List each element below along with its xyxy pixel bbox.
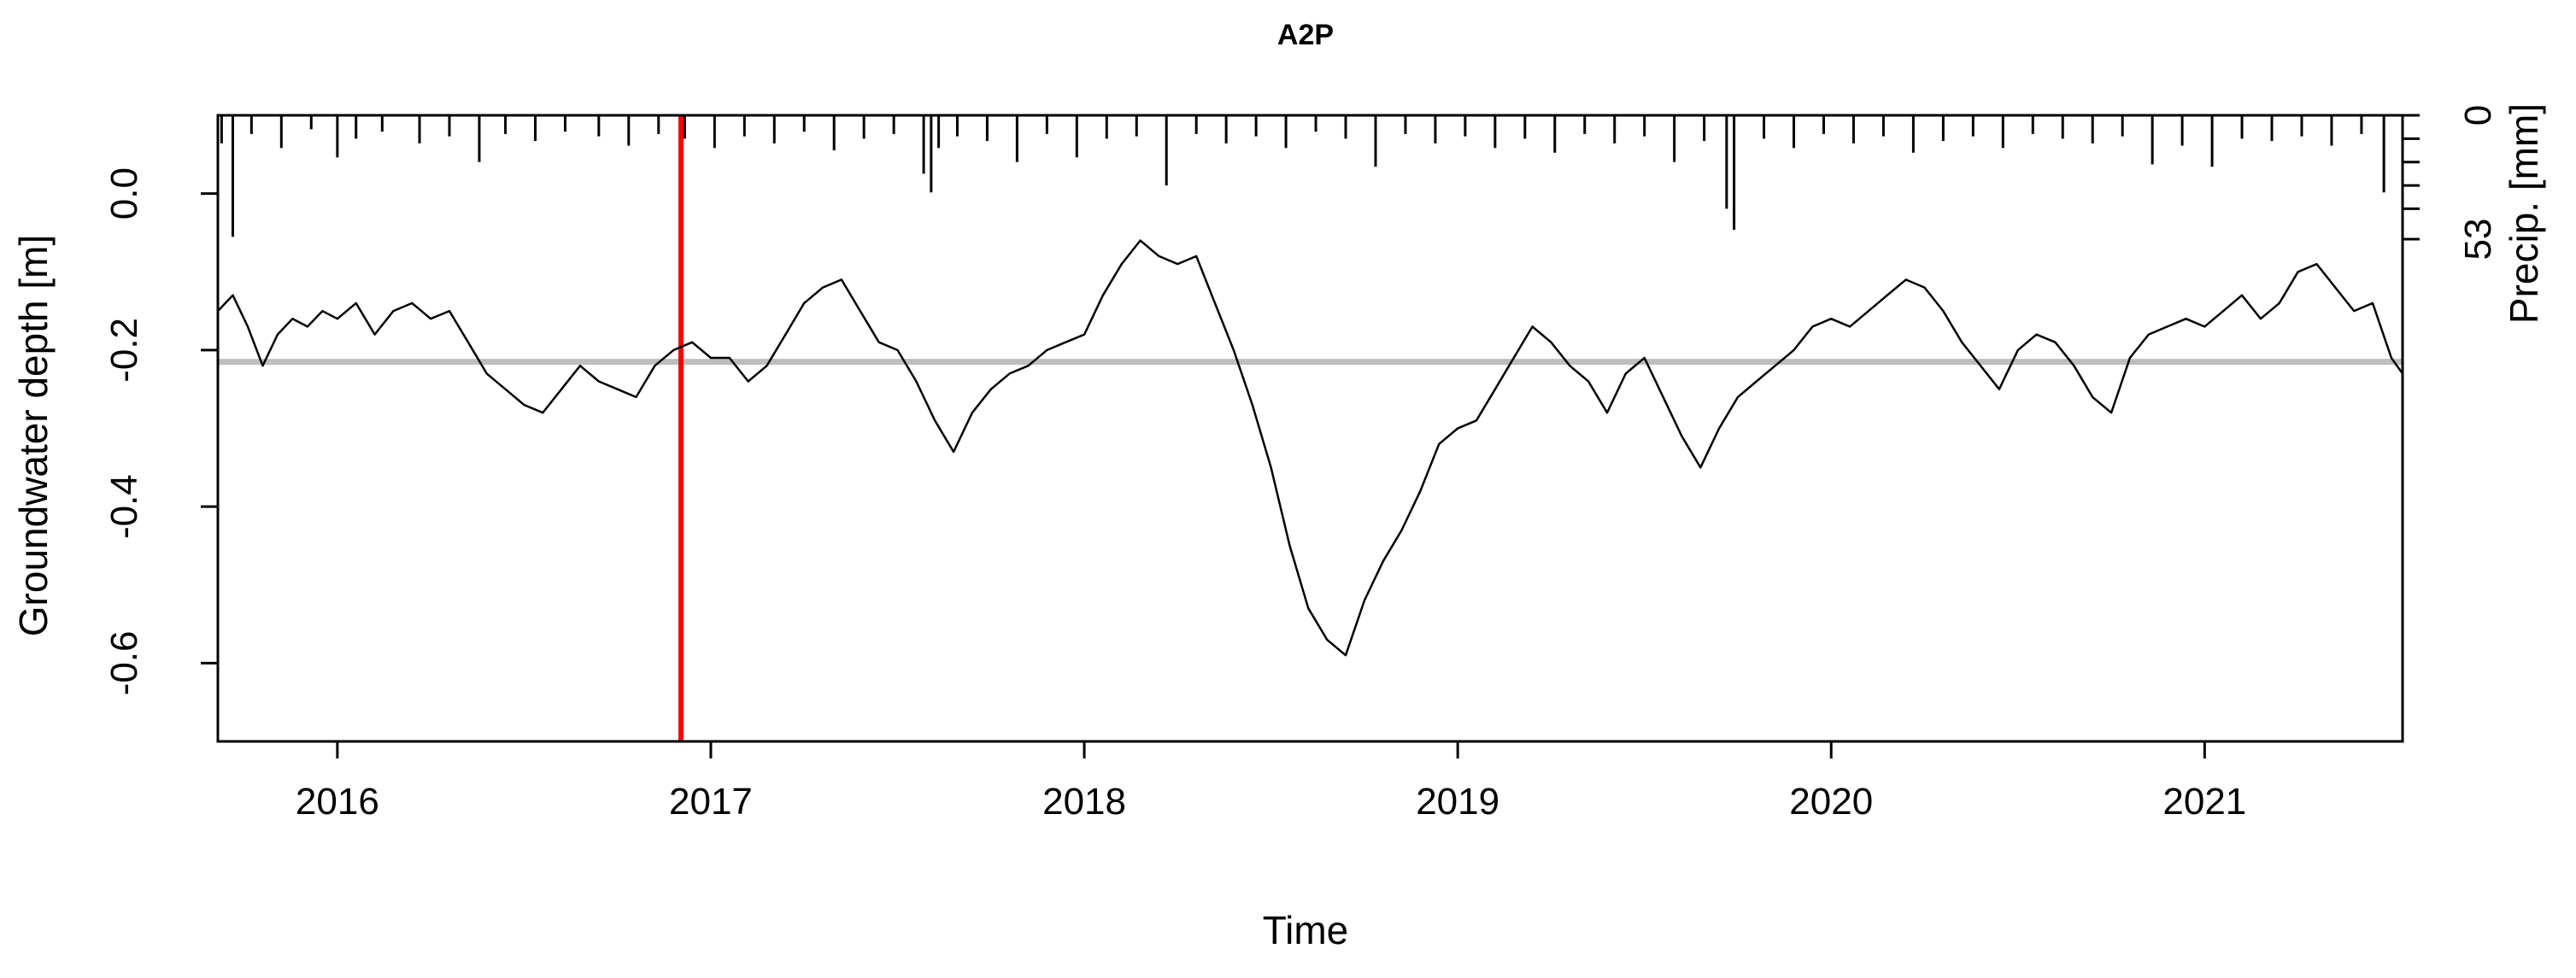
y-tick-label: -0.6 xyxy=(103,630,145,695)
y2-tick-label: 53 xyxy=(2457,219,2499,261)
x-axis-label: Time xyxy=(1263,908,1349,952)
x-tick-label: 2016 xyxy=(296,781,379,823)
x-tick-label: 2020 xyxy=(1789,781,1873,823)
y-tick-label: 0.0 xyxy=(103,167,145,220)
x-tick-label: 2017 xyxy=(669,781,753,823)
y2-axis-label: Precip. [mm] xyxy=(2502,103,2546,324)
y2-tick-label: 0 xyxy=(2457,105,2499,126)
chart-title: A2P xyxy=(1277,19,1334,51)
y-axis-left: 0.0 -0.2 -0.4 -0.6 xyxy=(103,167,218,695)
plot-border xyxy=(216,114,2404,743)
y-tick-label: -0.2 xyxy=(103,318,145,383)
groundwater-series xyxy=(217,239,2404,657)
groundwater-line xyxy=(217,239,2404,657)
plot-frame xyxy=(216,114,2404,743)
y-tick-label: -0.4 xyxy=(103,474,145,539)
precipitation-bars xyxy=(220,115,2385,237)
x-tick-label: 2019 xyxy=(1416,781,1499,823)
y-axis-right: 0 53 xyxy=(2403,105,2499,261)
x-axis: 2016 2017 2018 2019 2020 2021 xyxy=(296,741,2246,823)
y-axis-label: Groundwater depth [m] xyxy=(11,235,56,636)
x-tick-label: 2018 xyxy=(1042,781,1126,823)
x-tick-label: 2021 xyxy=(2162,781,2246,823)
